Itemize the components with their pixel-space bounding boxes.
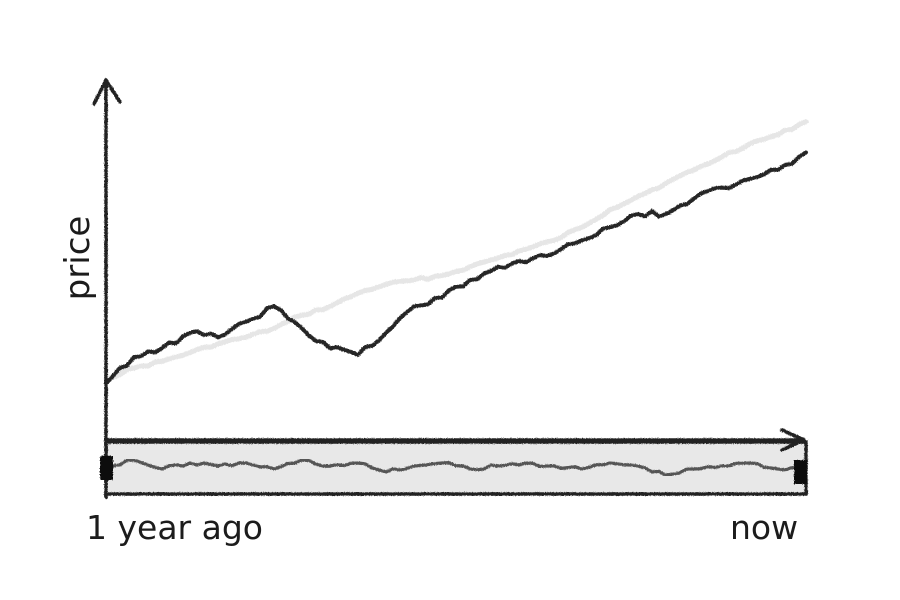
overview-series-line xyxy=(104,458,808,477)
x-axis-start-label: 1 year ago xyxy=(86,508,263,547)
trend-series-line xyxy=(103,119,809,382)
overview-layer xyxy=(104,458,808,477)
main-series-line xyxy=(104,150,808,386)
x-axis-end-label: now xyxy=(730,508,799,547)
range-handle-start[interactable] xyxy=(100,456,113,480)
y-axis-label: price xyxy=(58,215,98,301)
lines-layer xyxy=(103,119,809,386)
axes xyxy=(92,78,806,499)
x-axis-arrowhead xyxy=(780,428,806,452)
range-handle-end[interactable] xyxy=(794,460,807,484)
y-axis-arrowhead xyxy=(92,78,122,106)
